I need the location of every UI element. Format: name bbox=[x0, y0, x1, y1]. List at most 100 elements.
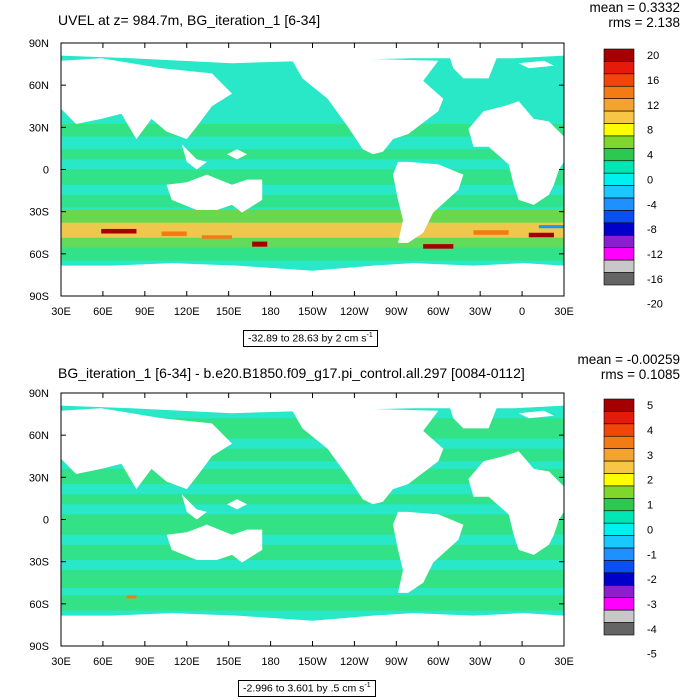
colorbar-swatch bbox=[603, 123, 635, 137]
x-tick-label: 180 bbox=[261, 656, 279, 668]
colorbar-swatch bbox=[603, 197, 635, 211]
colorbar-swatch bbox=[603, 160, 635, 174]
land-mask bbox=[61, 393, 564, 414]
bottom-map-plot: 30E 60E 90E 120E 150E 180 150W 120W 90W 60W 30W 0 30… bbox=[29, 388, 657, 668]
colorbar-swatch bbox=[603, 235, 635, 249]
current-streak bbox=[201, 235, 233, 239]
colorbar-label: 2 bbox=[647, 475, 653, 487]
bottom-range-box: -2.996 to 3.601 by .5 cm s-1 bbox=[238, 680, 376, 697]
colorbar-label: 3 bbox=[647, 450, 653, 462]
x-tick-label: 180 bbox=[261, 306, 279, 318]
colorbar-label: 20 bbox=[647, 50, 659, 62]
colorbar-label: 0 bbox=[647, 174, 653, 186]
bottom-range-units: -1 bbox=[364, 682, 371, 689]
current-band bbox=[61, 514, 564, 535]
land-mask bbox=[292, 58, 444, 155]
land-mask bbox=[292, 408, 444, 505]
colorbar-swatch bbox=[603, 498, 635, 512]
land-mask bbox=[518, 410, 554, 419]
land-mask bbox=[393, 161, 464, 243]
y-tick-label: 90S bbox=[29, 641, 49, 653]
colorbar-label: 16 bbox=[647, 75, 659, 87]
y-tick-label: 0 bbox=[43, 165, 49, 177]
colorbar-label: -16 bbox=[647, 274, 663, 286]
bottom-map-title: BG_iteration_1 [6-34] - b.e20.B1850.f09_… bbox=[58, 365, 525, 381]
colorbar-label: -1 bbox=[647, 549, 657, 561]
x-tick-label: 150E bbox=[216, 656, 242, 668]
x-tick-label: 30E bbox=[554, 306, 574, 318]
land-mask bbox=[518, 60, 554, 69]
x-tick-label: 0 bbox=[519, 306, 525, 318]
y-tick-label: 60S bbox=[29, 599, 49, 611]
colorbar-label: 1 bbox=[647, 500, 653, 512]
x-tick-label: 60E bbox=[93, 306, 113, 318]
colorbar-swatch bbox=[603, 98, 635, 112]
x-tick-label: 150W bbox=[298, 306, 327, 318]
x-tick-label: 30E bbox=[51, 656, 71, 668]
current-streak bbox=[538, 225, 564, 229]
land-mask bbox=[61, 58, 232, 140]
current-band bbox=[61, 595, 564, 611]
x-tick-label: 90E bbox=[135, 306, 155, 318]
current-band bbox=[61, 570, 564, 588]
colorbar-swatch bbox=[603, 485, 635, 499]
colorbar-swatch bbox=[603, 547, 635, 561]
current-band bbox=[61, 194, 564, 208]
colorbar-swatch bbox=[603, 110, 635, 124]
y-tick-label: 90N bbox=[29, 388, 49, 400]
x-tick-label: 30E bbox=[51, 306, 71, 318]
y-tick-label: 0 bbox=[43, 515, 49, 527]
colorbar-label: -12 bbox=[647, 249, 663, 261]
land-mask bbox=[448, 53, 499, 79]
x-tick-label: 90E bbox=[135, 656, 155, 668]
colorbar-swatch bbox=[603, 172, 635, 186]
current-band bbox=[61, 149, 564, 160]
land-mask bbox=[227, 149, 248, 160]
colorbar-label: -8 bbox=[647, 224, 657, 236]
current-streak bbox=[423, 244, 454, 249]
bottom-range-text: -2.996 to 3.601 by .5 cm s bbox=[243, 682, 365, 695]
colorbar-swatch bbox=[603, 398, 635, 412]
colorbar-label: 8 bbox=[647, 125, 653, 137]
y-tick-label: 30S bbox=[29, 207, 49, 219]
land-mask bbox=[61, 43, 564, 64]
colorbar-swatch bbox=[603, 210, 635, 224]
colorbar-label: 12 bbox=[647, 100, 659, 112]
land-mask bbox=[181, 494, 207, 520]
y-tick-label: 60N bbox=[29, 430, 49, 442]
land-mask bbox=[61, 613, 564, 646]
current-band bbox=[61, 247, 564, 261]
current-band bbox=[61, 209, 564, 223]
colorbar-swatch bbox=[603, 622, 635, 636]
current-streak bbox=[101, 228, 137, 234]
colorbar-swatch bbox=[603, 609, 635, 623]
x-tick-label: 120W bbox=[340, 656, 369, 668]
x-tick-label: 120E bbox=[174, 306, 200, 318]
x-tick-label: 60E bbox=[93, 656, 113, 668]
current-streak bbox=[126, 595, 137, 599]
top-map-panel: UVEL at z= 984.7m, BG_iteration_1 [6-34]… bbox=[29, 0, 680, 347]
land-mask bbox=[448, 403, 499, 429]
current-streak bbox=[161, 231, 187, 237]
current-streak bbox=[528, 232, 554, 238]
current-band bbox=[61, 494, 564, 505]
current-band bbox=[61, 544, 564, 560]
colorbar-label: 5 bbox=[647, 400, 653, 412]
colorbar-label: 4 bbox=[647, 150, 653, 162]
colorbar-swatch bbox=[603, 48, 635, 62]
colorbar-swatch bbox=[603, 61, 635, 75]
current-streak bbox=[252, 241, 268, 247]
land-mask bbox=[61, 408, 232, 490]
colorbar-swatch bbox=[603, 535, 635, 549]
x-tick-label: 60W bbox=[427, 306, 450, 318]
x-tick-label: 120W bbox=[340, 306, 369, 318]
x-tick-label: 60W bbox=[427, 656, 450, 668]
colorbar-swatch bbox=[603, 247, 635, 261]
x-tick-label: 120E bbox=[174, 656, 200, 668]
y-tick-label: 60S bbox=[29, 249, 49, 261]
current-band bbox=[61, 169, 564, 185]
x-tick-label: 90W bbox=[385, 656, 408, 668]
y-tick-label: 60N bbox=[29, 80, 49, 92]
colorbar-swatch bbox=[603, 460, 635, 474]
colorbar-swatch bbox=[603, 135, 635, 149]
